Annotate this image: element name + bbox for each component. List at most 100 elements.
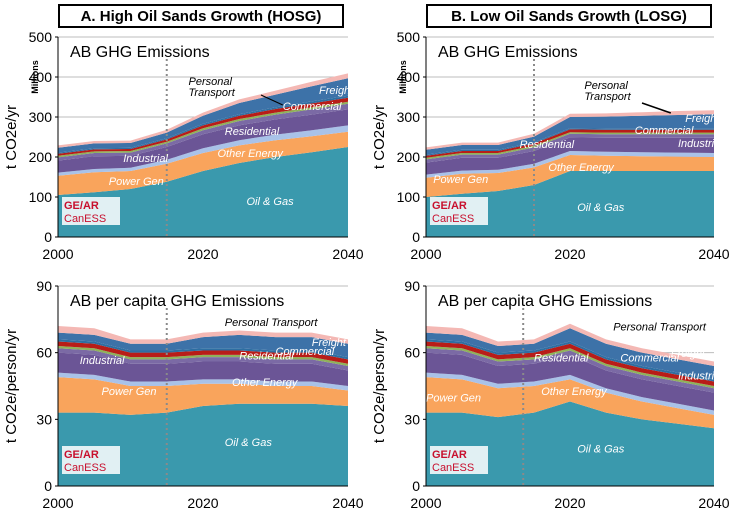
series-label: Commercial <box>276 346 335 358</box>
logo-gear: GE/AR <box>64 449 99 461</box>
series-label: Power Gen <box>426 393 481 405</box>
y-tick-label: 0 <box>44 478 52 494</box>
area-oil-gas <box>58 403 348 486</box>
area-freight <box>58 332 348 358</box>
chart-title: AB per capita GHG Emissions <box>70 293 284 310</box>
y-axis-label: t CO2e/person/yr <box>371 329 388 443</box>
series-label: Industrial <box>678 138 723 150</box>
series-label: Residential <box>520 139 575 151</box>
chart-title: AB GHG Emissions <box>70 44 210 61</box>
series-label: Personal Transport <box>225 317 319 329</box>
y-tick-label: 300 <box>29 109 53 125</box>
chart-title: AB per capita GHG Emissions <box>438 293 652 310</box>
area-personal-transport <box>426 110 714 150</box>
chart-A-top: 0 100 200 300 400 500 2000 2020 2040 t CO2e/yr Mil… <box>3 29 364 262</box>
x-tick-label: 2000 <box>410 495 441 511</box>
series-label: Commercial <box>635 125 694 137</box>
series-label: Industrial <box>678 370 723 382</box>
logo-background <box>430 446 488 474</box>
area-personal-transport <box>58 73 348 148</box>
series-label: Commercial <box>620 353 679 365</box>
y-tick-label: 100 <box>397 189 421 205</box>
series-label: Transport <box>189 87 236 99</box>
panel-a-title: A. High Oil Sands Growth (HOSG) <box>58 4 344 28</box>
series-label: Residential <box>534 353 589 365</box>
y-tick-label: 200 <box>29 149 53 165</box>
x-tick-label: 2020 <box>554 246 585 262</box>
area-band-6 <box>426 341 714 386</box>
y-tick-label: 0 <box>44 229 52 245</box>
logo-background <box>62 446 120 474</box>
area-power-gen <box>426 155 714 197</box>
y-tick-label: 200 <box>397 149 421 165</box>
area-industrial <box>58 109 348 173</box>
y-tick-label: 500 <box>397 29 421 45</box>
x-tick-label: 2040 <box>332 495 363 511</box>
chart-B-top: 0 100 200 300 400 500 2000 2020 2040 t CO2e/yr Mil… <box>371 29 730 262</box>
area-band-5 <box>58 346 348 366</box>
logo-caness: CanESS <box>64 213 106 225</box>
y-tick-label: 30 <box>404 411 420 427</box>
area-personal-transport <box>426 323 714 366</box>
area-freight <box>58 78 348 153</box>
y-tick-label: 300 <box>397 109 421 125</box>
logo-caness: CanESS <box>432 462 474 474</box>
area-residential <box>58 103 348 161</box>
area-industrial <box>426 137 714 175</box>
area-other-energy <box>426 372 714 415</box>
area-power-gen <box>58 377 348 415</box>
x-tick-label: 2000 <box>410 246 441 262</box>
series-label: Other Energy <box>218 148 285 160</box>
y-tick-label: 400 <box>397 69 421 85</box>
y-tick-label: 60 <box>36 345 52 361</box>
area-oil-gas <box>426 401 714 486</box>
area-other-energy <box>426 151 714 178</box>
y-tick-label: 0 <box>412 229 420 245</box>
series-label: Oil & Gas <box>577 444 625 456</box>
y-unit-label: Millions <box>30 60 40 94</box>
area-freight <box>426 328 714 380</box>
area-personal-transport <box>58 326 348 344</box>
series-label: Power Gen <box>102 386 157 398</box>
logo-gear: GE/AR <box>432 449 467 461</box>
series-label: Other Energy <box>541 386 608 398</box>
x-tick-label: 2040 <box>332 246 363 262</box>
series-label: Oil & Gas <box>577 202 625 214</box>
y-axis-label: t CO2e/person/yr <box>3 329 20 443</box>
area-band-6 <box>58 341 348 364</box>
series-label: Residential <box>239 350 294 362</box>
panel-b-title: B. Low Oil Sands Growth (LOSG) <box>426 4 712 28</box>
chart-A-bottom: 0 30 60 90 2000 2020 2040 t CO2e/person/yr AB pe… <box>3 278 364 511</box>
x-tick-label: 2040 <box>698 246 729 262</box>
series-label: Residential <box>225 126 280 138</box>
area-oil-gas <box>58 147 348 237</box>
series-label: Industrial <box>123 153 168 165</box>
chart-title: AB GHG Emissions <box>438 44 578 61</box>
series-label: Transport <box>584 91 631 103</box>
area-commercial <box>58 95 348 154</box>
logo-background <box>430 197 488 225</box>
series-label: Other Energy <box>232 377 299 389</box>
chart-B-bottom: 0 30 60 90 2000 2020 2040 t CO2e/person/yr AB pe… <box>371 278 730 511</box>
series-label: Oil & Gas <box>225 437 273 449</box>
series-label: Power Gen <box>109 176 164 188</box>
y-tick-label: 90 <box>36 278 52 294</box>
y-tick-label: 60 <box>404 345 420 361</box>
y-tick-label: 500 <box>29 29 53 45</box>
area-power-gen <box>58 131 348 195</box>
logo-background <box>62 197 120 225</box>
y-tick-label: 30 <box>36 411 52 427</box>
x-tick-label: 2000 <box>42 495 73 511</box>
area-residential <box>58 348 348 371</box>
series-label: Other Energy <box>548 162 615 174</box>
area-oil-gas <box>426 171 714 237</box>
series-label: Freight <box>312 337 347 349</box>
series-label: Oil & Gas <box>247 196 295 208</box>
logo-gear: GE/AR <box>432 200 467 212</box>
y-unit-label: Millions <box>398 60 408 94</box>
y-axis-label: t CO2e/yr <box>3 105 20 169</box>
area-band-6 <box>58 97 348 156</box>
pointer-line <box>641 102 672 114</box>
area-band-6 <box>426 129 714 158</box>
